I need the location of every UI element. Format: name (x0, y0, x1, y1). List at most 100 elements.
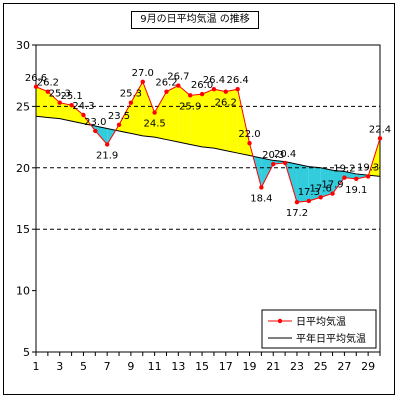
data-label: 23.0 (84, 117, 106, 128)
data-label: 27.0 (132, 68, 154, 79)
fill-below-normal (320, 167, 333, 198)
data-label: 26.4 (203, 75, 225, 86)
x-tick-label: 17 (219, 360, 233, 373)
data-point (342, 175, 347, 180)
data-label: 20.3 (262, 150, 284, 161)
legend-label-actual: 日平均気温 (296, 315, 346, 328)
data-label: 19.2 (333, 164, 355, 175)
x-tick-label: 19 (243, 360, 257, 373)
fill-above-normal (59, 102, 72, 122)
y-tick-label: 15 (16, 223, 30, 236)
chart-frame (3, 3, 395, 395)
x-tick-label: 15 (195, 360, 209, 373)
data-point (81, 112, 86, 118)
data-point (116, 122, 122, 128)
data-label: 17.9 (321, 180, 343, 191)
data-point (45, 89, 51, 94)
data-label: 22.0 (238, 129, 260, 140)
data-point (354, 176, 359, 182)
y-tick-label: 30 (16, 39, 30, 52)
data-label: 24.3 (72, 101, 94, 112)
data-point (69, 102, 74, 108)
y-tick-label: 20 (16, 162, 30, 175)
data-point (259, 185, 264, 190)
data-label: 26.4 (227, 75, 249, 86)
fill-above-normal (130, 81, 143, 136)
data-label: 22.4 (369, 124, 391, 135)
data-label: 26.6 (25, 73, 47, 84)
data-point (235, 87, 240, 92)
legend-marker-actual (277, 318, 283, 324)
data-point (140, 79, 145, 85)
fill-above-normal (71, 105, 84, 124)
data-label: 21.9 (96, 150, 118, 161)
legend-label-normal: 平年日平均気温 (296, 332, 366, 345)
fill-above-normal (178, 85, 191, 145)
y-tick-label: 10 (16, 285, 30, 298)
data-point (223, 89, 228, 94)
chart-title: 9月の日平均気温 の推移 (131, 11, 259, 29)
data-point (330, 191, 335, 196)
fill-below-normal (332, 170, 345, 194)
data-label: 23.5 (108, 111, 130, 122)
fill-below-normal (344, 171, 357, 179)
fill-above-normal (47, 91, 60, 119)
data-label: 26.7 (167, 72, 189, 83)
fill-above-normal (36, 86, 48, 118)
x-tick-label: 25 (314, 360, 328, 373)
data-point (164, 89, 169, 94)
fill-above-normal (190, 94, 203, 147)
fill-above-normal (213, 89, 226, 151)
data-label: 26.0 (191, 80, 213, 91)
data-label: 17.6 (310, 183, 332, 194)
data-point (128, 100, 134, 105)
data-label: 19.1 (345, 185, 367, 196)
fill-above-normal (154, 91, 167, 140)
fill-above-normal (237, 89, 250, 156)
plot-border (35, 44, 381, 353)
data-point (247, 141, 252, 146)
x-tick-label: 3 (56, 360, 63, 373)
fill-below-normal (95, 126, 108, 145)
data-label: 26.2 (215, 98, 237, 109)
data-label: 25.1 (60, 91, 82, 102)
x-tick-label: 23 (290, 360, 304, 373)
data-point (377, 136, 383, 141)
data-point (176, 83, 181, 88)
x-tick-label: 13 (171, 360, 185, 373)
data-label: 17.2 (286, 208, 308, 219)
x-tick-label: 5 (80, 360, 87, 373)
data-point (282, 160, 288, 166)
fill-above-normal (202, 89, 214, 149)
x-tick-label: 9 (127, 360, 134, 373)
data-label: 19.3 (357, 162, 379, 173)
data-point (211, 87, 217, 92)
fill-below-normal (273, 160, 286, 165)
data-label: 24.5 (143, 119, 165, 130)
data-point (365, 174, 371, 179)
data-label: 25.3 (120, 89, 142, 100)
data-point (294, 199, 300, 205)
x-tick-label: 21 (266, 360, 280, 373)
data-label: 26.2 (155, 78, 177, 89)
fill-above-normal (119, 102, 131, 134)
x-tick-label: 7 (104, 360, 111, 373)
x-tick-label: 27 (337, 360, 351, 373)
fill-above-normal (142, 81, 155, 138)
data-point (318, 195, 323, 200)
data-label: 20.4 (274, 149, 296, 160)
fill-below-normal (296, 164, 309, 203)
y-tick-label: 25 (16, 100, 30, 113)
data-point (152, 110, 157, 115)
data-point (57, 100, 62, 105)
fill-above-normal (166, 85, 179, 143)
fill-above-normal (225, 89, 238, 154)
fill-below-normal (261, 157, 274, 188)
y-tick-label: 5 (23, 346, 30, 359)
data-point (33, 84, 39, 89)
data-label: 25.3 (49, 89, 71, 100)
legend-box (261, 309, 377, 349)
data-label: 25.9 (179, 101, 201, 112)
data-label: 18.4 (250, 193, 272, 204)
